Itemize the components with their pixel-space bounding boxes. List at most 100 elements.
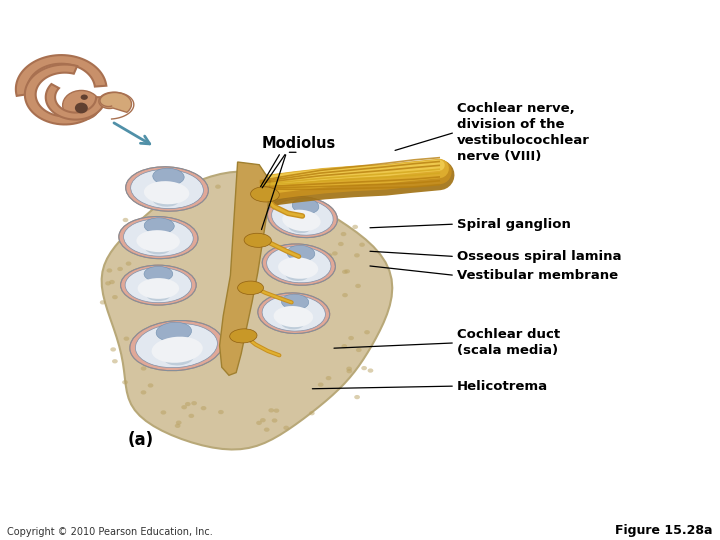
Circle shape [109,280,114,284]
Circle shape [276,214,282,219]
Ellipse shape [144,218,174,234]
Circle shape [122,218,128,222]
Polygon shape [46,84,105,119]
Ellipse shape [81,94,88,100]
Circle shape [148,383,153,388]
Polygon shape [16,55,107,96]
Text: Helicotrema: Helicotrema [457,380,549,393]
Ellipse shape [153,193,179,207]
Ellipse shape [287,245,315,261]
Circle shape [201,406,207,410]
Polygon shape [220,162,270,375]
Circle shape [346,369,352,373]
Circle shape [341,344,347,348]
Ellipse shape [63,90,100,120]
Circle shape [332,251,338,255]
Text: Vestibular membrane: Vestibular membrane [457,269,618,282]
Circle shape [271,208,277,213]
Ellipse shape [274,306,313,327]
Text: Copyright © 2010 Pearson Education, Inc.: Copyright © 2010 Pearson Education, Inc. [7,527,213,537]
Polygon shape [99,92,132,112]
Circle shape [140,366,146,370]
Ellipse shape [124,219,193,256]
Circle shape [283,426,289,430]
Circle shape [107,268,112,273]
Circle shape [117,267,123,271]
Circle shape [354,253,360,258]
Circle shape [344,269,350,273]
Text: Modiolus: Modiolus [261,136,336,151]
Ellipse shape [164,350,194,366]
Ellipse shape [281,317,304,329]
Ellipse shape [138,278,179,299]
Ellipse shape [144,266,173,281]
Ellipse shape [262,295,325,331]
Circle shape [355,284,361,288]
Ellipse shape [266,246,331,283]
Ellipse shape [230,329,257,343]
Circle shape [112,359,118,363]
Ellipse shape [145,242,171,254]
Circle shape [181,405,187,409]
Circle shape [110,347,116,352]
Circle shape [318,382,323,387]
Ellipse shape [135,323,217,368]
Circle shape [320,224,325,228]
Circle shape [271,418,277,423]
Ellipse shape [251,187,279,202]
Text: Spiral ganglion: Spiral ganglion [457,218,571,231]
Circle shape [218,410,224,414]
Ellipse shape [282,294,309,309]
Circle shape [100,300,106,305]
Ellipse shape [292,198,319,214]
Circle shape [185,402,191,406]
Ellipse shape [130,321,223,370]
Ellipse shape [144,181,189,204]
Circle shape [175,424,181,428]
Text: (a): (a) [127,431,153,449]
Circle shape [131,344,137,348]
Circle shape [256,421,262,425]
Circle shape [309,411,315,415]
Circle shape [192,401,197,406]
Circle shape [274,408,279,413]
Ellipse shape [136,230,180,252]
Circle shape [137,226,143,231]
Circle shape [338,242,343,246]
Circle shape [197,183,203,187]
Circle shape [161,410,166,415]
Circle shape [368,368,374,373]
Circle shape [261,196,267,200]
Circle shape [140,390,146,395]
Ellipse shape [267,197,338,238]
Ellipse shape [285,268,309,281]
Circle shape [342,293,348,298]
Circle shape [260,418,266,422]
Circle shape [354,395,360,399]
Circle shape [176,421,181,425]
Circle shape [122,380,128,384]
Ellipse shape [271,199,333,235]
Ellipse shape [244,233,271,247]
Ellipse shape [278,257,318,279]
Circle shape [342,269,348,274]
Text: Cochlear duct
(scala media): Cochlear duct (scala media) [457,328,560,357]
Ellipse shape [125,267,192,303]
Polygon shape [102,172,392,449]
FancyArrowPatch shape [114,123,150,144]
Ellipse shape [289,221,311,233]
Circle shape [266,179,272,183]
Circle shape [359,242,365,247]
Circle shape [105,281,111,286]
Circle shape [325,376,331,380]
Ellipse shape [262,244,336,285]
Ellipse shape [121,265,196,305]
Ellipse shape [282,210,320,231]
Ellipse shape [75,103,88,113]
Circle shape [352,225,358,229]
Text: Figure 15.28a: Figure 15.28a [616,524,713,537]
Text: Cochlear nerve,
division of the
vestibulocochlear
nerve (VIII): Cochlear nerve, division of the vestibul… [457,102,590,163]
Circle shape [297,202,302,206]
Circle shape [322,211,328,215]
Circle shape [319,202,325,207]
